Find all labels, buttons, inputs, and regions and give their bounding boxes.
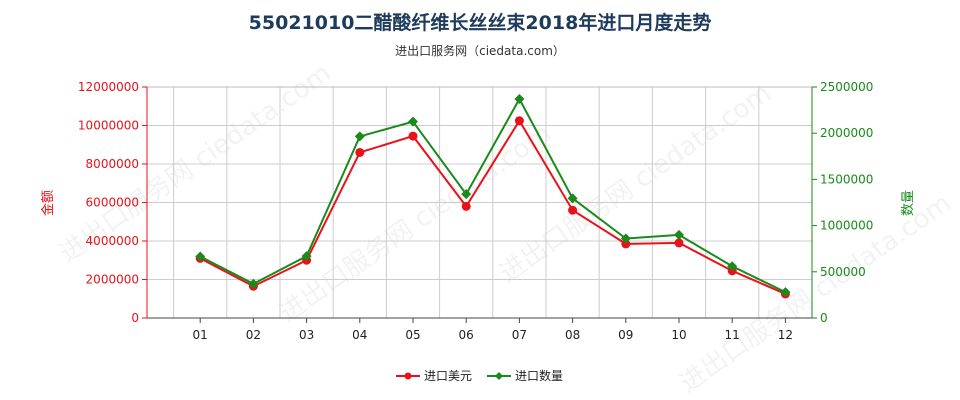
data-point-1 <box>568 205 578 215</box>
y-right-tick-label: 2000000 <box>820 126 873 140</box>
y-right-title: 数量 <box>901 190 916 216</box>
data-point-1 <box>674 238 684 248</box>
legend-marker-2 <box>495 372 503 380</box>
data-point-2 <box>727 261 738 272</box>
data-point-2 <box>248 278 259 289</box>
data-point-2 <box>674 229 684 240</box>
y-left-tick-label: 8000000 <box>86 157 139 171</box>
y-left-title: 金额 <box>40 190 56 216</box>
y-left-tick-label: 12000000 <box>78 80 139 94</box>
y-left-tick-label: 0 <box>131 311 139 325</box>
data-point-2 <box>408 116 418 127</box>
x-tick-label: 03 <box>299 328 314 342</box>
x-tick-label: 10 <box>671 328 686 342</box>
data-point-1 <box>408 131 418 141</box>
x-tick-label: 08 <box>565 328 580 342</box>
data-point-1 <box>355 147 365 157</box>
y-left-tick-label: 10000000 <box>78 119 139 133</box>
data-point-2 <box>301 251 312 262</box>
data-point-2 <box>620 233 631 244</box>
y-right-tick-label: 0 <box>820 311 828 325</box>
y-right-tick-label: 1500000 <box>820 172 873 186</box>
data-point-1 <box>461 201 471 211</box>
y-left-tick-label: 6000000 <box>86 196 139 210</box>
series-line-1 <box>199 118 786 295</box>
grid <box>146 86 813 319</box>
data-point-1 <box>514 116 524 126</box>
legend-marker-1 <box>404 372 412 380</box>
chart-title: 55021010二醋酸纤维长丝丝束2018年进口月度走势 <box>248 12 712 34</box>
axes: 0200000040000006000000800000010000000120… <box>40 80 916 342</box>
x-tick-label: 06 <box>459 328 474 342</box>
watermark-text: 进出口服务网 ciedata.com <box>674 188 957 398</box>
y-right-tick-label: 1000000 <box>820 219 873 233</box>
data-point-2 <box>567 193 578 204</box>
x-tick-label: 01 <box>193 328 208 342</box>
series <box>195 94 791 299</box>
y-right-tick-label: 2500000 <box>820 80 873 94</box>
data-point-2 <box>780 287 791 298</box>
data-point-1 <box>621 239 631 249</box>
legend: 进口美元 进口数量 <box>396 368 563 383</box>
y-left-tick-label: 4000000 <box>86 234 139 248</box>
series-line-2 <box>199 96 786 294</box>
data-point-2 <box>514 94 525 105</box>
legend-label-1: 进口美元 <box>424 369 472 383</box>
y-left-tick-label: 2000000 <box>86 273 139 287</box>
watermark-text: 进出口服务网 ciedata.com <box>494 78 777 288</box>
x-tick-label: 07 <box>512 328 527 342</box>
x-tick-label: 04 <box>352 328 367 342</box>
watermark-text: 进出口服务网 ciedata.com <box>274 118 557 328</box>
x-tick-label: 12 <box>778 328 793 342</box>
x-tick-label: 09 <box>618 328 633 342</box>
data-point-2 <box>195 251 206 262</box>
y-right-tick-label: 500000 <box>820 265 866 279</box>
x-tick-label: 11 <box>725 328 740 342</box>
legend-label-2: 进口数量 <box>515 368 563 383</box>
data-point-2 <box>461 189 472 200</box>
x-tick-label: 05 <box>405 328 420 342</box>
chart-subtitle: 进出口服务网（ciedata.com） <box>395 44 565 58</box>
data-point-2 <box>354 131 365 142</box>
x-tick-label: 02 <box>246 328 261 342</box>
